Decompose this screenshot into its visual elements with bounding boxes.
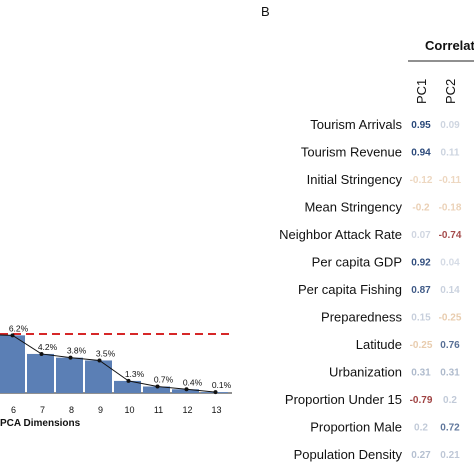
data-label: 6.2% (9, 323, 29, 333)
row-label: Neighbor Attack Rate (279, 227, 402, 242)
column-labels: PC1 PC2 (414, 79, 458, 104)
bar (172, 389, 199, 393)
data-label: 0.1% (212, 380, 232, 390)
trend-point (213, 390, 218, 395)
x-tick-label: 7 (40, 405, 45, 415)
bar (27, 353, 54, 393)
trend-point (39, 351, 44, 356)
trend-point (184, 387, 189, 392)
row-label: Tourism Arrivals (310, 117, 402, 132)
correlation-value: -0.18 (439, 203, 462, 214)
line-overlay: 6.2% 4.2% 3.8% 3.5% 1.3% 0.7% 0.4% 0.1% (0, 323, 232, 395)
bar (143, 386, 170, 393)
row-label: Preparedness (321, 310, 402, 325)
trend-point (68, 355, 73, 360)
correlation-value: 0.72 (440, 423, 460, 434)
row-label: Tourism Revenue (301, 145, 402, 160)
x-tick-label: 13 (211, 405, 221, 415)
trend-point (10, 333, 15, 338)
row-label: Initial Stringency (307, 172, 403, 187)
panel-letter-b: B (261, 4, 270, 19)
trend-point (97, 358, 102, 363)
correlation-value: 0.76 (440, 340, 460, 351)
row-label: Proportion Under 15 (285, 392, 402, 407)
data-label: 0.7% (154, 374, 174, 384)
correlation-value: 0.95 (411, 120, 431, 131)
correlation-value: 0.2 (414, 423, 428, 434)
column-label: PC2 (443, 79, 458, 104)
correlation-value: 0.11 (441, 148, 460, 159)
correlation-rows: Tourism Arrivals 0.95 0.09 Tourism Revenue 0… (279, 117, 462, 462)
bars (0, 335, 228, 393)
row-label: Population Density (294, 447, 403, 462)
x-axis-title: PCA Dimensions (0, 418, 81, 429)
correlation-value: 0.27 (411, 450, 431, 461)
bar (56, 357, 83, 393)
data-label: 1.3% (125, 369, 145, 379)
correlation-value: -0.25 (410, 340, 433, 351)
correlation-value: 0.14 (440, 285, 460, 296)
column-label: PC1 (414, 79, 429, 104)
correlation-value: 0.21 (440, 450, 460, 461)
x-tick-label: 6 (11, 405, 16, 415)
trend-point (155, 384, 160, 389)
correlation-value: -0.2 (412, 203, 430, 214)
correlation-value: 0.09 (440, 120, 460, 131)
x-tick-label: 11 (154, 405, 163, 415)
correlation-value: -0.79 (410, 395, 433, 406)
correlation-value: 0.07 (411, 230, 431, 241)
correlation-value: 0.31 (440, 368, 460, 379)
correlation-panel: B Correlat PC1 PC2 Tourism Arrivals 0.95 0.… (261, 4, 474, 462)
correlation-value: 0.31 (411, 368, 431, 379)
data-label: 3.8% (67, 346, 87, 356)
scree-plot: 6.2% 4.2% 3.8% 3.5% 1.3% 0.7% 0.4% 0.1% 6 7 8 9 10 1… (0, 323, 232, 429)
correlation-value: 0.2 (443, 395, 457, 406)
correlation-value: 0.15 (411, 313, 431, 324)
x-tick-label: 8 (69, 405, 74, 415)
correlation-value: -0.12 (410, 175, 433, 186)
row-label: Latitude (356, 337, 402, 352)
x-tick-label: 10 (124, 405, 134, 415)
trend-point (126, 378, 131, 383)
x-tick-label: 12 (182, 405, 192, 415)
correlation-value: -0.11 (439, 175, 462, 186)
row-label: Per capita GDP (312, 255, 402, 270)
correlation-title: Correlat (425, 38, 474, 53)
data-label: 4.2% (38, 342, 58, 352)
correlation-value: -0.25 (439, 313, 462, 324)
correlation-value: 0.94 (411, 148, 431, 159)
correlation-value: -0.74 (439, 230, 462, 241)
bar (0, 335, 25, 393)
data-label: 0.4% (183, 377, 203, 387)
row-label: Urbanization (329, 365, 402, 380)
correlation-value: 0.87 (411, 285, 431, 296)
row-label: Mean Stringency (304, 200, 402, 215)
correlation-value: 0.92 (411, 258, 431, 269)
row-label: Per capita Fishing (298, 282, 402, 297)
row-label: Proportion Male (310, 420, 402, 435)
data-label: 3.5% (96, 348, 116, 358)
bar (114, 380, 141, 393)
correlation-value: 0.04 (440, 258, 460, 269)
x-tick-labels: 6 7 8 9 10 11 12 13 (11, 405, 222, 415)
bar (85, 360, 112, 393)
x-tick-label: 9 (98, 405, 103, 415)
